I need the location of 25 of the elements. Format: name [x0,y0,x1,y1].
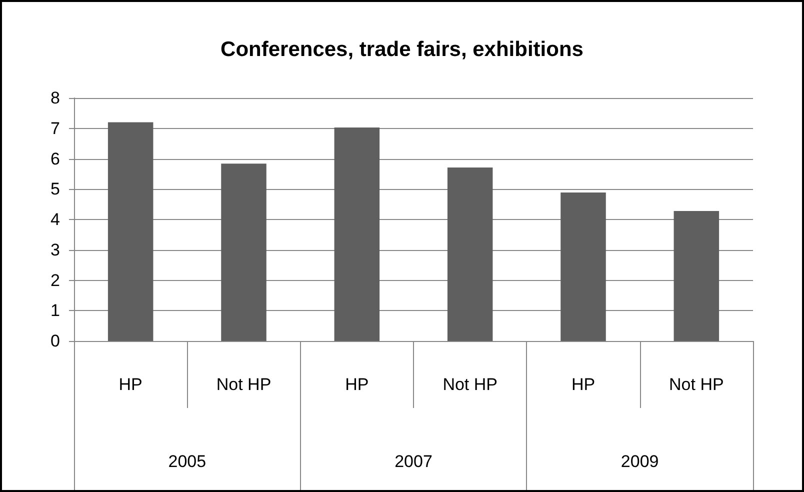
bar [560,192,606,341]
text: 2005 [168,452,206,471]
bar [334,127,380,341]
y-tick-label: 4 [50,210,60,229]
y-tick-label: 6 [50,149,60,168]
y-tick-label: 5 [50,180,60,199]
x-tick-label: HP [118,375,142,394]
text: 2009 [620,452,659,471]
x-tick-label: HP [345,375,369,394]
bar [447,168,493,341]
x-tick-label: HP [571,375,596,394]
y-tick-label: 8 [50,88,60,108]
x-tick-label: Not HP [669,375,724,394]
x-tick-label: Not HP [216,375,272,394]
y-tick-label: 3 [50,240,60,260]
bar [674,210,720,341]
text: 2007 [394,452,432,471]
chart-title: Conferences, trade fairs, exhibitions [220,38,584,61]
x-tick-label: Not HP [442,375,498,394]
y-tick-label: 1 [50,301,60,320]
bar [221,164,266,341]
y-tick-label: 0 [50,332,60,350]
y-tick-label: 2 [50,270,60,290]
y-tick-label: 7 [50,118,60,138]
bar [108,122,154,341]
